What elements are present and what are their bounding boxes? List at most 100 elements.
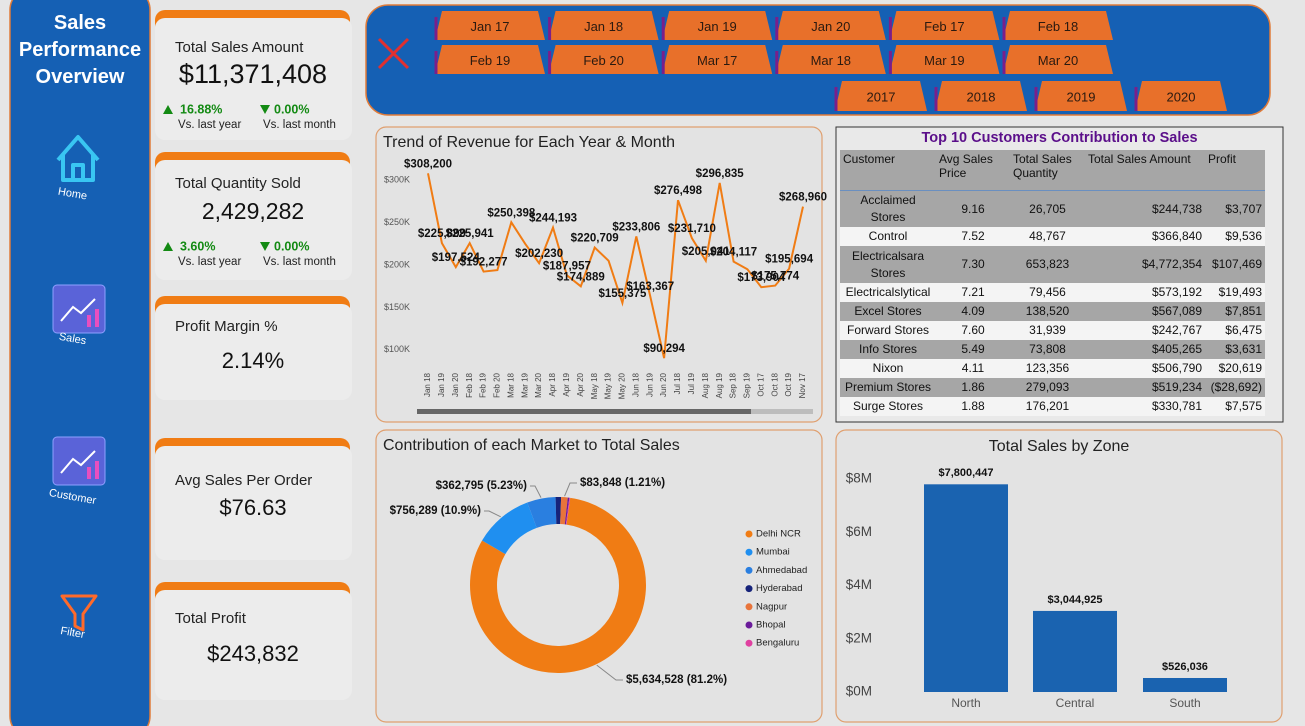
month-tab[interactable] xyxy=(548,45,659,74)
month-label[interactable]: Feb 17 xyxy=(924,19,964,34)
header-cell: Total Sales Amount xyxy=(1085,150,1205,191)
donut-slice xyxy=(565,497,571,525)
y-tick-label: $2M xyxy=(846,630,872,645)
legend-swatch xyxy=(745,548,753,556)
kpi-value: 2.14% xyxy=(222,348,284,373)
table-cell: 48,767 xyxy=(1010,227,1085,246)
x-tick-label: Aug 18 xyxy=(701,372,710,398)
data-label: $362,795 (5.23%) xyxy=(436,480,528,492)
y-tick-label: $100K xyxy=(384,344,410,354)
x-tick-label: May 18 xyxy=(590,372,599,399)
year-tab[interactable] xyxy=(1135,81,1227,111)
x-tick-label: Mar 19 xyxy=(520,372,529,397)
table-cell: $330,781 xyxy=(1085,397,1205,416)
month-tab[interactable] xyxy=(662,11,773,40)
month-label[interactable]: Mar 19 xyxy=(924,53,964,68)
month-tab[interactable] xyxy=(548,11,659,40)
data-label: $308,200 xyxy=(404,158,452,170)
filter-icon xyxy=(60,594,98,632)
year-tab[interactable] xyxy=(935,81,1027,111)
month-label[interactable]: Jan 17 xyxy=(470,19,509,34)
month-tab[interactable] xyxy=(775,45,886,74)
legend-label: Delhi NCR xyxy=(756,529,801,540)
year-tab[interactable] xyxy=(835,81,927,111)
x-tick-label: Jan 20 xyxy=(451,372,460,397)
table-cell: ($28,692) xyxy=(1205,378,1265,397)
kpi-title: Total Profit xyxy=(175,610,247,627)
month-label[interactable]: Feb 20 xyxy=(583,53,623,68)
month-label[interactable]: Jan 20 xyxy=(811,19,850,34)
nav-label[interactable]: Sales xyxy=(58,331,88,348)
month-tab[interactable] xyxy=(435,11,545,40)
data-label: $296,835 xyxy=(696,168,745,180)
data-label: $175,774 xyxy=(751,271,800,283)
data-label: $7,800,447 xyxy=(938,467,993,479)
table-cell: Forward Stores xyxy=(840,321,936,340)
x-tick-label: Mar 20 xyxy=(534,372,543,397)
scrollbar-thumb[interactable] xyxy=(417,409,751,414)
table-row: Surge Stores 1.88 176,201 $330,781 $7,575 xyxy=(840,397,1265,416)
year-tab[interactable] xyxy=(1035,81,1127,111)
table-cell: 4.09 xyxy=(936,302,1010,321)
table-cell: 176,201 xyxy=(1010,397,1085,416)
nav-icon-bar xyxy=(87,315,91,327)
year-label[interactable]: 2020 xyxy=(1167,89,1196,104)
change-arrow xyxy=(260,242,270,251)
nav-icon-bar xyxy=(95,461,99,479)
bar xyxy=(924,484,1008,692)
kpi-card xyxy=(155,304,352,400)
table-row: Electricalsara Stores 7.30 653,823 $4,772,3… xyxy=(840,246,1265,283)
kpi-value: 2,429,282 xyxy=(202,198,304,224)
x-tick-label: Feb 18 xyxy=(465,372,474,397)
y-tick-label: $250K xyxy=(384,217,410,227)
x-tick-label: Mar 18 xyxy=(506,372,515,397)
month-tab[interactable] xyxy=(1003,11,1113,40)
clear-icon[interactable] xyxy=(377,37,410,70)
data-label: $233,806 xyxy=(612,221,660,233)
y-tick-label: $300K xyxy=(384,175,410,185)
month-label[interactable]: Feb 19 xyxy=(470,53,510,68)
year-label[interactable]: 2018 xyxy=(967,89,996,104)
change-label: Vs. last year xyxy=(178,119,241,131)
change-label: Vs. last year xyxy=(178,256,241,268)
table-cell: 31,939 xyxy=(1010,321,1085,340)
month-tab[interactable] xyxy=(662,45,773,74)
table-row: Premium Stores 1.86 279,093 $519,234 ($28,69… xyxy=(840,378,1265,397)
year-label[interactable]: 2017 xyxy=(867,89,896,104)
year-label[interactable]: 2019 xyxy=(1067,89,1096,104)
data-label: $173,904 xyxy=(737,272,786,284)
month-label[interactable]: Feb 18 xyxy=(1038,19,1078,34)
month-tab[interactable] xyxy=(775,11,886,40)
data-label: $155,375 xyxy=(598,288,647,300)
month-label[interactable]: Jan 19 xyxy=(698,19,737,34)
data-label: $192,277 xyxy=(460,257,508,269)
month-tab[interactable] xyxy=(435,45,545,74)
x-tick-label: Jul 18 xyxy=(673,372,682,394)
kpi-title: Total Quantity Sold xyxy=(175,175,301,192)
table-cell: Nixon xyxy=(840,359,936,378)
data-label: $756,289 (10.9%) xyxy=(390,505,482,517)
table-row: Acclaimed Stores 9.16 26,705 $244,738 $3,707 xyxy=(840,190,1265,227)
month-label[interactable]: Mar 18 xyxy=(811,53,851,68)
month-label[interactable]: Jan 18 xyxy=(584,19,623,34)
table-cell: $3,707 xyxy=(1205,190,1265,227)
nav-label[interactable]: Filter xyxy=(59,625,85,641)
month-tab[interactable] xyxy=(889,11,1000,40)
month-tab[interactable] xyxy=(1003,45,1113,74)
nav-label[interactable]: Home xyxy=(57,186,88,203)
month-tab[interactable] xyxy=(889,45,1000,74)
change-value: 0.00% xyxy=(274,102,309,116)
table-row: Electricalslytical 7.21 79,456 $573,192 $19,… xyxy=(840,283,1265,302)
nav-icon-bar xyxy=(95,309,99,327)
x-tick-label: Apr 18 xyxy=(548,372,557,396)
y-tick-label: $8M xyxy=(846,471,872,486)
table-cell: $573,192 xyxy=(1085,283,1205,302)
table-row: Excel Stores 4.09 138,520 $567,089 $7,851 xyxy=(840,302,1265,321)
month-label[interactable]: Mar 20 xyxy=(1038,53,1078,68)
table-cell: $405,265 xyxy=(1085,340,1205,359)
month-label[interactable]: Mar 17 xyxy=(697,53,737,68)
x-tick-label: Jun 20 xyxy=(659,372,668,397)
donut-slice xyxy=(470,497,647,674)
table-row: Info Stores 5.49 73,808 $405,265 $3,631 xyxy=(840,340,1265,359)
data-label: $276,498 xyxy=(654,185,703,197)
